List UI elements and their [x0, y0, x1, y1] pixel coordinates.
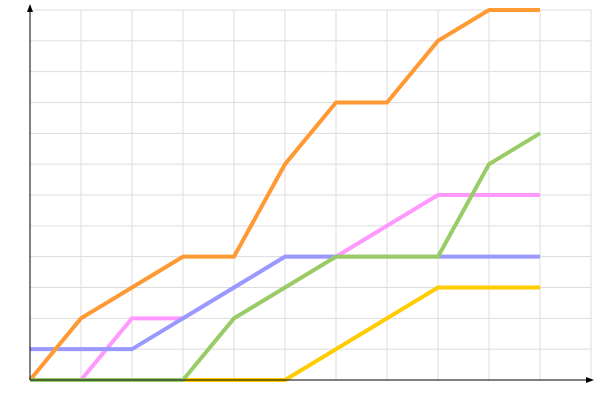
y-axis-arrow: [27, 4, 33, 12]
series-line-2: [30, 254, 540, 352]
series-line-3: [28, 8, 540, 382]
axes: [27, 4, 594, 383]
x-axis-arrow: [586, 377, 594, 383]
